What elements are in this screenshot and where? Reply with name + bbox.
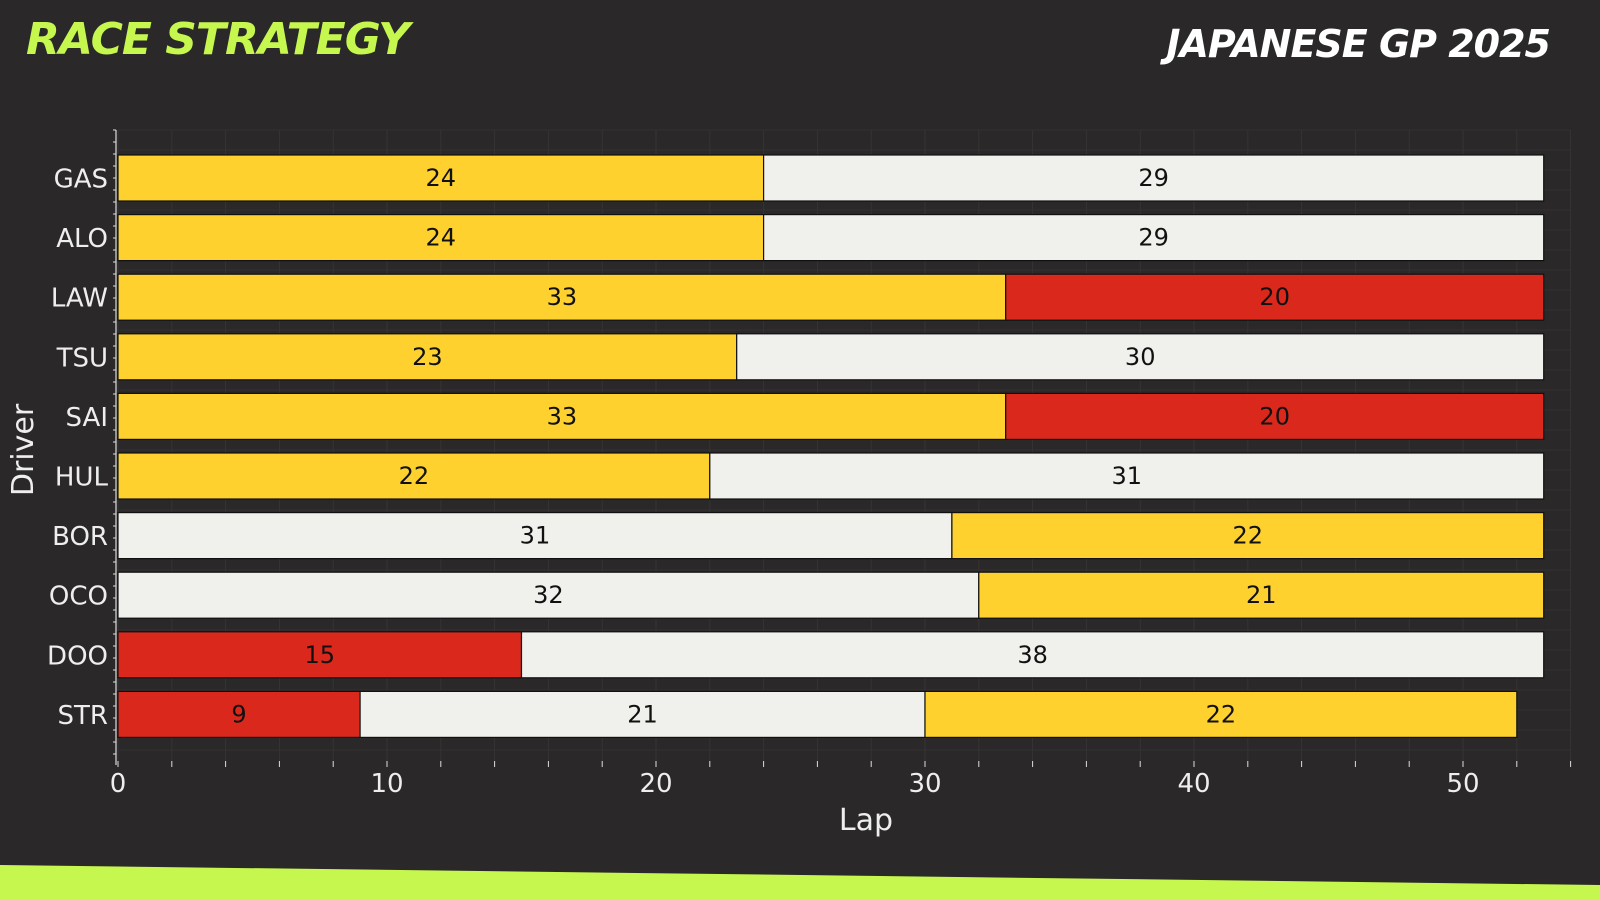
stint-bar-bor-medium bbox=[951, 511, 1545, 560]
stint-label: 22 bbox=[1206, 700, 1237, 728]
stint-bar-doo-soft bbox=[117, 631, 523, 679]
driver-label-sai: SAI bbox=[66, 403, 108, 433]
driver-label-doo: DOO bbox=[47, 641, 108, 671]
stint-bar-gas-medium bbox=[117, 154, 765, 202]
stint-label: 24 bbox=[426, 224, 457, 252]
driver-label-gas: GAS bbox=[54, 165, 108, 195]
x-axis-label: Lap bbox=[839, 803, 893, 838]
stint-label: 21 bbox=[627, 700, 658, 728]
stint-label: 29 bbox=[1138, 164, 1169, 192]
stint-bar-tsu-hard bbox=[736, 333, 1545, 381]
stint-bar-doo-hard bbox=[520, 631, 1545, 679]
event-title: JAPANESE GP 2025 bbox=[1166, 22, 1551, 66]
stint-bar-sai-soft bbox=[1005, 392, 1545, 440]
stint-bar-oco-medium bbox=[978, 571, 1545, 619]
stint-label: 22 bbox=[1233, 522, 1264, 550]
page-title: RACE STRATEGY bbox=[26, 14, 410, 65]
stint-label: 33 bbox=[547, 402, 578, 430]
stint-bar-str-medium bbox=[924, 690, 1518, 739]
stint-bar-law-medium bbox=[117, 273, 1007, 321]
driver-label-law: LAW bbox=[51, 284, 108, 314]
driver-label-bor: BOR bbox=[52, 522, 108, 552]
x-tick-label: 10 bbox=[370, 769, 403, 799]
driver-label-tsu: TSU bbox=[56, 343, 108, 373]
stint-label: 9 bbox=[231, 700, 246, 728]
stint-label: 22 bbox=[399, 462, 430, 490]
x-tick-label: 50 bbox=[1446, 769, 1479, 799]
stint-label: 21 bbox=[1246, 581, 1277, 609]
driver-label-hul: HUL bbox=[55, 463, 109, 493]
stint-label: 33 bbox=[547, 283, 578, 311]
x-tick-label: 20 bbox=[639, 769, 672, 799]
stint-label: 29 bbox=[1138, 224, 1169, 252]
x-tick-label: 30 bbox=[908, 769, 941, 799]
driver-label-alo: ALO bbox=[56, 224, 108, 254]
stint-label: 31 bbox=[1111, 462, 1142, 490]
x-tick-label: 0 bbox=[110, 769, 127, 799]
driver-label-str: STR bbox=[58, 701, 108, 731]
stint-label: 31 bbox=[520, 522, 551, 550]
stint-bar-str-hard bbox=[359, 690, 926, 739]
stint-bar-str-soft bbox=[117, 690, 361, 739]
stint-bar-hul-medium bbox=[117, 452, 711, 500]
stint-label: 20 bbox=[1259, 402, 1290, 430]
x-tick-label: 40 bbox=[1177, 769, 1210, 799]
stint-bar-alo-hard bbox=[762, 214, 1545, 262]
stint-label: 15 bbox=[304, 641, 335, 669]
stint-label: 32 bbox=[533, 581, 564, 609]
stint-label: 20 bbox=[1259, 283, 1290, 311]
stint-bar-tsu-medium bbox=[117, 333, 738, 381]
stint-bar-gas-hard bbox=[762, 154, 1545, 202]
y-axis-label: Driver bbox=[6, 403, 41, 496]
stint-bar-hul-hard bbox=[709, 452, 1545, 500]
stint-bar-law-soft bbox=[1005, 273, 1545, 321]
stint-label: 23 bbox=[412, 343, 443, 371]
stint-label: 38 bbox=[1017, 641, 1048, 669]
stint-label: 30 bbox=[1125, 343, 1156, 371]
driver-label-oco: OCO bbox=[49, 582, 108, 612]
stint-label: 24 bbox=[426, 164, 457, 192]
